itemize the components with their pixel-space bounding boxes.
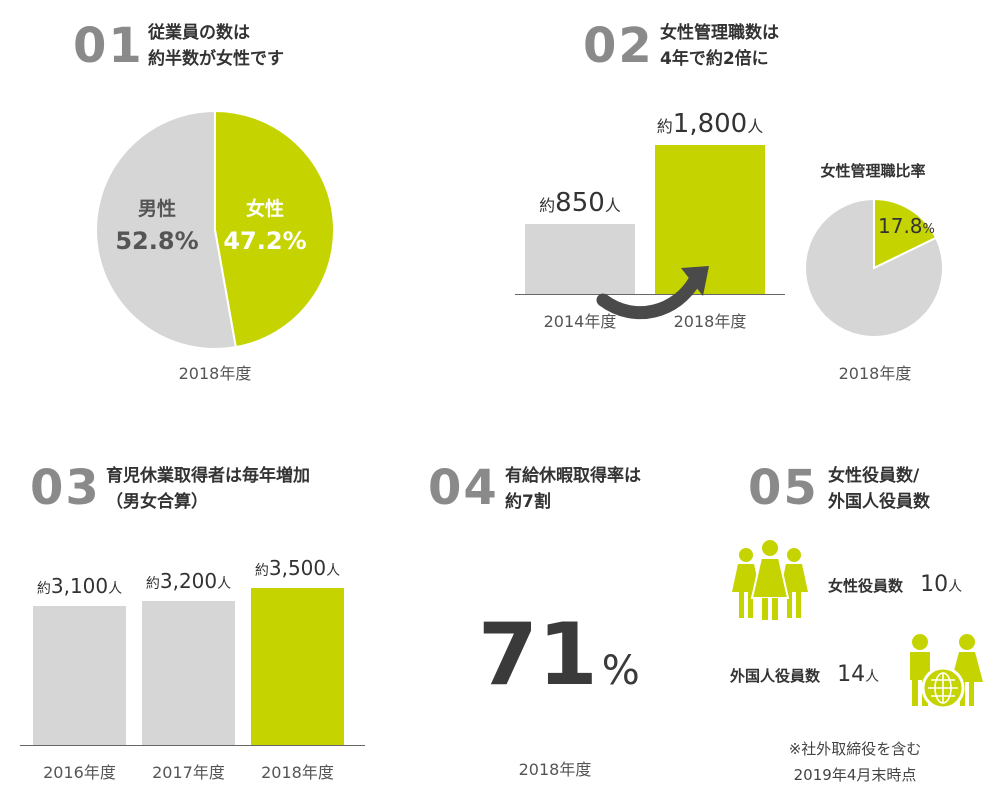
managers-bar-chart: 約850人 2014年度 約1,800人 2018年度 [515,100,785,350]
section-number-04: 04 [428,460,499,516]
women-group-icon [732,540,808,620]
bar-value-label-0: 約3,100人 [36,573,123,598]
pie-label-male-value: 52.8% [115,227,199,255]
female-officers-value: 10 [920,572,949,597]
section-title-05: 女性役員数/ 外国人役員数 [828,463,930,515]
female-officers-label: 女性役員数 [828,577,904,595]
section-title-01-line2: 約半数が女性です [148,49,284,69]
section-title-03: 育児休業取得者は毎年増加 （男女合算） [106,463,310,515]
section-number-01: 01 [73,18,144,74]
caption-01: 2018年度 [178,364,252,383]
bar-value-label-2: 約3,500人 [254,556,341,580]
manager-ratio-title: 女性管理職比率 [820,162,926,180]
pie-slice-1 [804,198,944,338]
pie-label-female-name: 女性 [245,198,284,220]
officers-note-line1: ※社外取締役を含む [788,740,922,758]
bar-0 [33,605,126,745]
growth-arrow-icon [596,266,709,320]
bar-1 [655,145,765,294]
pie-slice-0 [95,110,237,350]
bar-category-label-0: 2016年度 [43,763,116,782]
bar-category-label-1: 2018年度 [673,312,747,331]
pie-label-female: 女性 47.2% [220,194,310,255]
bar-baseline [515,294,785,295]
section-title-03-line1: 育児休業取得者は毎年増加 [106,466,310,486]
paid-leave-rate-value: 71 [478,605,598,705]
pie-label-female-value: 47.2% [223,227,307,255]
section-number-03: 03 [30,460,101,516]
pie-slice-0 [873,198,938,270]
bar-value-label-1: 約3,200人 [145,569,232,594]
officers-note: ※社外取締役を含む 2019年4月末時点 [760,736,950,788]
section-number-05: 05 [748,460,819,516]
caption-02-pie: 2018年度 [838,364,912,383]
officers-note-line2: 2019年4月末時点 [793,766,917,784]
paid-leave-rate-unit: % [601,648,640,694]
bar-2 [251,588,344,745]
childcare-leave-bar-chart: 約3,100人 2016年度 約3,200人 2017年度 約3,500人 2018年度 [20,540,365,785]
bar-1 [142,601,235,745]
bar-baseline [20,745,365,746]
manager-ratio-value: 17.8 [878,214,923,238]
foreign-officers-value: 14 [837,662,866,687]
foreign-officers-label: 外国人役員数 [730,667,821,685]
section-title-01: 従業員の数は 約半数が女性です [148,20,284,72]
bar-category-label-1: 2017年度 [152,763,225,782]
bar-value-label-0: 約850人 [539,187,621,218]
section-title-04-line2: 約7割 [505,492,551,512]
manager-ratio-pie [804,198,944,338]
manager-ratio-label: 17.8% [878,214,935,238]
section-title-05-line1: 女性役員数/ [828,466,920,486]
section-title-02-line2: 4年で約2倍に [660,49,769,69]
section-number-02: 02 [583,18,654,74]
section-title-02-line1: 女性管理職数は [660,23,779,43]
bar-value-label-1: 約1,800人 [656,109,764,139]
section-title-02: 女性管理職数は 4年で約2倍に [660,20,779,72]
bar-category-label-0: 2014年度 [543,312,617,331]
section-title-05-line2: 外国人役員数 [828,492,930,512]
female-officers-row: 女性役員数 10人 [828,572,962,597]
pie-label-male: 男性 52.8% [112,194,202,255]
section-title-03-line2: （男女合算） [106,492,208,512]
foreign-officers-unit: 人 [865,669,880,685]
caption-04: 2018年度 [518,760,592,779]
employee-gender-pie [95,110,335,350]
section-title-01-line1: 従業員の数は [148,23,250,43]
pie-slice-1 [214,110,335,349]
female-officers-unit: 人 [948,579,963,595]
bar-0 [525,223,635,294]
foreign-officers-row: 外国人役員数 14人 [730,662,879,687]
manager-ratio-unit: % [922,222,935,237]
bar-category-label-2: 2018年度 [261,763,334,782]
paid-leave-rate: 71% [478,612,640,698]
section-title-04: 有給休暇取得率は 約7割 [505,463,641,515]
foreigner-globe-icon [910,634,983,710]
pie-label-male-name: 男性 [137,198,176,220]
section-title-04-line1: 有給休暇取得率は [505,466,641,486]
